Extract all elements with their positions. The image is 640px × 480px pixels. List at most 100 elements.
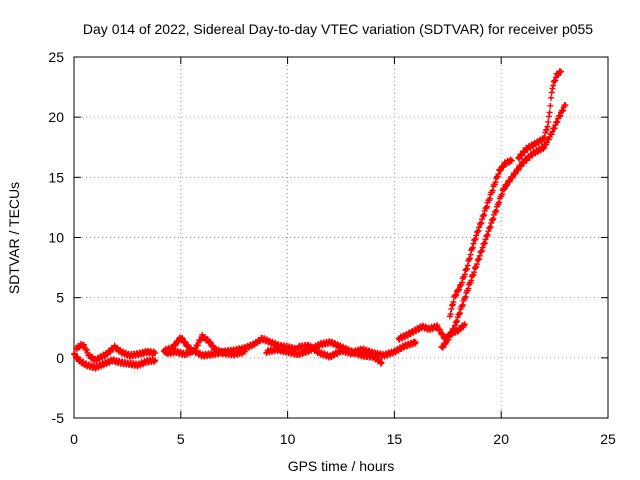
data-point (469, 244, 476, 251)
y-tick-label: 25 (48, 49, 64, 65)
data-point (456, 286, 463, 293)
data-point (474, 228, 481, 235)
data-points (71, 68, 569, 372)
data-point (540, 144, 547, 151)
data-point (479, 244, 486, 251)
data-point (152, 350, 159, 357)
data-point (448, 331, 455, 338)
data-point (545, 113, 552, 120)
data-point (560, 107, 567, 114)
data-point (194, 342, 201, 349)
data-point (461, 321, 468, 328)
data-point (489, 187, 496, 194)
data-point (476, 224, 483, 231)
data-point (451, 322, 458, 329)
data-point (448, 306, 455, 313)
data-point (549, 85, 556, 92)
data-point (469, 245, 476, 252)
data-point (83, 346, 90, 353)
data-point (453, 319, 460, 326)
x-tick-label: 20 (493, 431, 509, 447)
grid (74, 57, 608, 418)
data-point (449, 302, 456, 309)
data-point (484, 231, 491, 238)
data-point (464, 265, 471, 272)
data-point (487, 223, 494, 230)
data-point (483, 232, 490, 239)
data-point (558, 68, 565, 75)
data-point (454, 318, 461, 325)
data-point (551, 125, 558, 132)
data-point (480, 212, 487, 219)
data-point (209, 342, 216, 349)
y-axis-label: SDTVAR / TECUs (6, 182, 22, 294)
data-point (478, 216, 485, 223)
data-point (550, 82, 557, 89)
data-point (466, 255, 473, 262)
data-point (461, 271, 468, 278)
data-point (562, 102, 569, 109)
data-point (206, 338, 213, 345)
data-point (445, 336, 452, 343)
data-point (447, 311, 454, 318)
data-point (546, 109, 553, 116)
data-point (490, 215, 497, 222)
y-tick-label: 10 (48, 230, 64, 246)
data-point (547, 102, 554, 109)
data-point (459, 279, 466, 286)
data-point (174, 339, 181, 346)
y-tick-labels: -5 0 5 10 15 20 25 (48, 49, 64, 426)
y-tick-label: 15 (48, 169, 64, 185)
data-point (482, 236, 489, 243)
data-point (152, 357, 159, 364)
data-point (498, 191, 505, 198)
data-point (554, 118, 561, 125)
data-point (470, 240, 477, 247)
data-point (481, 239, 488, 246)
data-point (483, 203, 490, 210)
data-point (496, 199, 503, 206)
data-point (465, 285, 472, 292)
data-point (544, 123, 551, 130)
x-tick-label: 10 (280, 431, 296, 447)
y-tick-label: -5 (52, 410, 65, 426)
data-point (478, 247, 485, 254)
data-point (557, 112, 564, 119)
data-point (461, 322, 468, 329)
x-tick-labels: 0 5 10 15 20 25 (70, 431, 616, 447)
data-point (475, 227, 482, 234)
data-point (540, 145, 547, 152)
data-point (451, 326, 458, 333)
data-point (549, 128, 556, 135)
data-point (472, 235, 479, 242)
data-point (462, 293, 469, 300)
x-tick-label: 5 (177, 431, 185, 447)
data-point (256, 338, 263, 345)
data-point (436, 326, 443, 333)
data-point (434, 322, 441, 329)
data-point (492, 179, 499, 186)
data-point (378, 359, 385, 366)
y-tick-label: 20 (48, 109, 64, 125)
data-point (486, 195, 493, 202)
data-point (545, 118, 552, 125)
data-point (476, 252, 483, 259)
data-point (486, 224, 493, 231)
data-point (464, 262, 471, 269)
data-point (473, 232, 480, 239)
data-point (489, 217, 496, 224)
data-point (481, 211, 488, 218)
data-point (478, 219, 485, 226)
data-point (485, 228, 492, 235)
data-point (473, 263, 480, 270)
data-point (467, 251, 474, 258)
data-point (468, 277, 475, 284)
data-point (453, 291, 460, 298)
data-point (452, 292, 459, 299)
y-tick-label: 0 (56, 350, 64, 366)
data-point (548, 131, 555, 138)
data-point (493, 207, 500, 214)
data-point (477, 220, 484, 227)
data-point (412, 339, 419, 346)
